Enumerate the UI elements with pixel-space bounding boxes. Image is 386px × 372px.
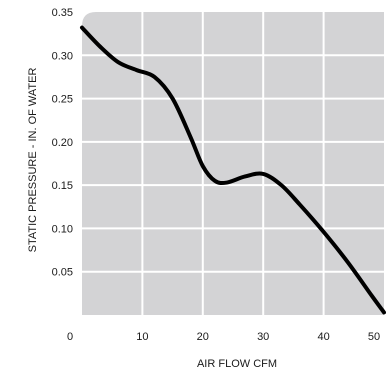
plot-background: [82, 12, 384, 315]
y-tick-label: 0.35: [52, 7, 73, 19]
x-tick-label: 20: [197, 331, 209, 343]
y-tick-label: 0.25: [52, 94, 73, 106]
y-tick-label: 0.30: [52, 50, 73, 62]
x-tick-label: 0: [67, 331, 73, 343]
x-axis-title: AIR FLOW CFM: [197, 358, 277, 370]
y-tick-label: 0.05: [52, 267, 73, 279]
y-tick-label: 0.20: [52, 137, 73, 149]
x-tick-label: 50: [368, 331, 380, 343]
y-tick-label: 0.15: [52, 180, 73, 192]
x-tick-label: 40: [317, 331, 329, 343]
x-tick-label: 30: [257, 331, 269, 343]
y-axis-title: STATIC PRESSURE - IN. OF WATER: [27, 68, 39, 253]
x-tick-label: 10: [136, 331, 148, 343]
series-line: [80, 25, 386, 315]
y-tick-label: 0.10: [52, 223, 73, 235]
